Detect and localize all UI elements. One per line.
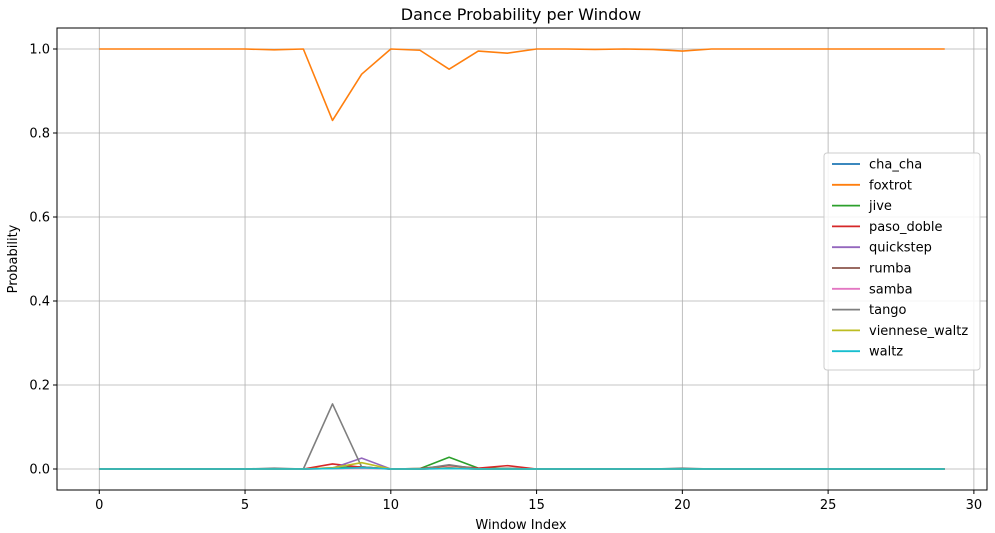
- series-lines: [99, 48, 945, 470]
- chart-title: Dance Probability per Window: [401, 5, 641, 24]
- x-tick-label: 10: [383, 498, 400, 513]
- y-tick-label: 0.0: [29, 463, 50, 478]
- x-tick-label: 25: [820, 498, 837, 513]
- x-axis-label: Window Index: [475, 518, 566, 533]
- x-tick-label: 5: [241, 498, 249, 513]
- legend-entry-waltz: waltz: [869, 345, 903, 360]
- series-line-tango: [99, 403, 945, 470]
- legend-entry-samba: samba: [869, 282, 913, 297]
- y-tick-label: 1.0: [29, 43, 50, 58]
- y-tick-label: 0.6: [29, 211, 50, 226]
- x-tick-label: 0: [95, 498, 103, 513]
- x-tick-label: 30: [966, 498, 983, 513]
- legend-box: [823, 152, 981, 371]
- y-tick-label: 0.8: [29, 127, 50, 142]
- legend-entry-tango: tango: [869, 303, 907, 318]
- legend-entry-paso-doble: paso_doble: [869, 220, 943, 235]
- legend-entry-rumba: rumba: [869, 262, 911, 277]
- legend-entry-foxtrot: foxtrot: [869, 178, 912, 193]
- legend-entry-viennese-waltz: viennese_waltz: [869, 324, 968, 339]
- x-tick-label: 15: [528, 498, 545, 513]
- y-tick-label: 0.4: [29, 295, 50, 310]
- legend-entry-jive: jive: [868, 199, 892, 214]
- y-axis-label: Probability: [6, 224, 21, 293]
- legend-entry-cha-cha: cha_cha: [869, 158, 922, 173]
- x-tick-label: 20: [674, 498, 691, 513]
- series-line-foxtrot: [99, 48, 945, 122]
- y-axis-ticks: 0.0 0.2 0.4 0.6 0.8 1.0: [29, 43, 57, 478]
- legend-entry-quickstep: quickstep: [869, 241, 932, 256]
- plot-frame: [56, 27, 988, 491]
- y-tick-label: 0.2: [29, 379, 50, 394]
- x-axis-ticks: 0 5 10 15 20 25 30: [95, 490, 982, 513]
- series-line-waltz: [99, 466, 945, 470]
